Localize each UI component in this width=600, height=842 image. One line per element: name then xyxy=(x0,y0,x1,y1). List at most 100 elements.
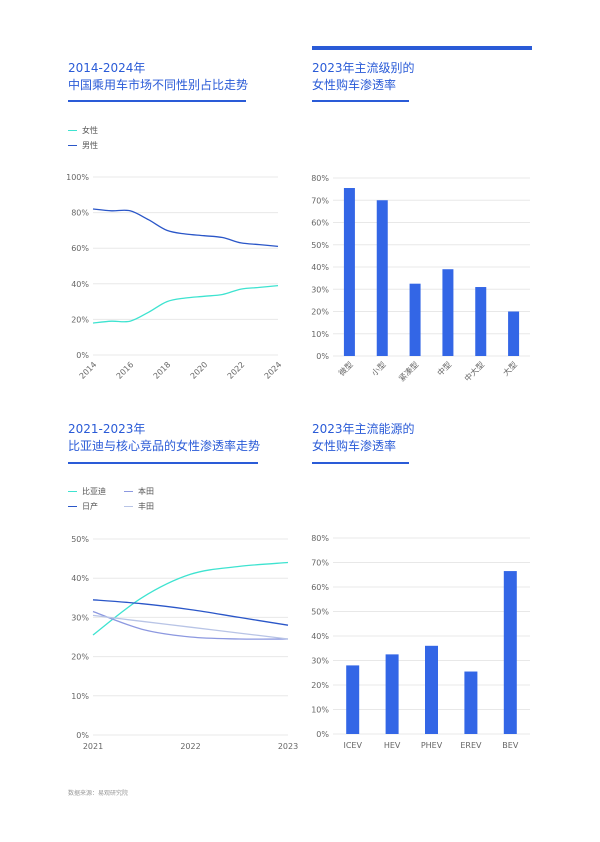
legend-item-male: 男性 xyxy=(68,140,98,151)
segment-bar xyxy=(376,200,388,356)
brand-x-tick-label: 2022 xyxy=(180,742,200,751)
legend-item-nissan: 日产 xyxy=(68,501,98,512)
gender-line-chart: 0% 20% 40% 60% 80% 100% 2014 2016 2018 2020 2022 20… xyxy=(66,173,284,381)
legend-swatch-female xyxy=(68,129,77,132)
legend-item-female: 女性 xyxy=(68,125,98,136)
brand-chart-title: 2021-2023年 比亚迪与核心竞品的女性渗透率走势 xyxy=(68,421,260,455)
legend-item-byd: 比亚迪 xyxy=(68,486,106,497)
segment-y-tick-label: 70% xyxy=(311,196,329,205)
energy-bar xyxy=(346,665,360,734)
segment-x-tick-label: 小型 xyxy=(370,360,388,378)
legend-item-honda: 本田 xyxy=(124,486,154,497)
brand-title-line2: 比亚迪与核心竞品的女性渗透率走势 xyxy=(68,439,261,453)
segment-x-tick-label: 中型 xyxy=(435,359,453,377)
energy-y-tick-label: 10% xyxy=(311,706,329,715)
gender-title-line1: 2014-2024年 xyxy=(68,61,146,75)
brand-legend: 比亚迪 本田 日产 丰田 xyxy=(68,486,208,516)
segment-bar-chart: 0% 10% 20% 30% 40% 50% 60% 70% 80% 微型 小型 紧凑型 中型 中大型 大型 xyxy=(311,174,530,383)
legend-label-female: 女性 xyxy=(82,126,98,135)
energy-title-line2: 女性购车渗透率 xyxy=(312,439,397,453)
energy-title-underline xyxy=(312,462,409,464)
energy-bar-chart: 0% 10% 20% 30% 40% 50% 60% 70% 80% ICEV HEV PHEV ERE… xyxy=(311,534,530,750)
energy-x-tick-label: BEV xyxy=(502,741,519,750)
energy-title-line1: 2023年主流能源的 xyxy=(312,422,415,436)
energy-y-tick-label: 40% xyxy=(311,632,329,641)
brand-series-line-3 xyxy=(92,614,289,640)
gender-x-tick-label: 2018 xyxy=(152,360,173,381)
segment-x-tick-label: 紧凑型 xyxy=(396,359,420,383)
brand-x-tick-label: 2021 xyxy=(83,742,103,751)
gender-legend: 女性 男性 xyxy=(68,125,188,155)
brand-y-tick-label: 10% xyxy=(71,692,89,701)
brand-y-tick-label: 50% xyxy=(71,535,89,544)
energy-bar xyxy=(385,654,399,734)
gender-chart-title: 2014-2024年 中国乘用车市场不同性别占比走势 xyxy=(68,60,248,94)
gender-x-tick-label: 2022 xyxy=(226,360,247,381)
segment-y-tick-label: 40% xyxy=(311,263,329,272)
brand-y-tick-label: 40% xyxy=(71,574,89,583)
legend-label-nissan: 日产 xyxy=(82,502,98,511)
brand-line-chart: 0% 10% 20% 30% 40% 50% 2021 2022 2023 xyxy=(71,535,298,751)
brand-series-line-0 xyxy=(92,561,289,636)
gender-y-tick-label: 40% xyxy=(71,280,89,289)
energy-x-tick-label: PHEV xyxy=(421,741,443,750)
gender-y-tick-label: 80% xyxy=(71,209,89,218)
energy-chart-title: 2023年主流能源的 女性购车渗透率 xyxy=(312,421,415,455)
segment-y-tick-label: 80% xyxy=(311,174,329,183)
segment-x-tick-label: 大型 xyxy=(501,359,519,377)
energy-bar xyxy=(425,645,438,734)
brand-y-tick-label: 20% xyxy=(71,653,89,662)
legend-label-honda: 本田 xyxy=(138,487,154,496)
gender-y-tick-label: 0% xyxy=(76,351,89,360)
segment-y-tick-label: 20% xyxy=(311,308,329,317)
segment-bar xyxy=(409,283,421,356)
energy-x-tick-label: ICEV xyxy=(343,741,362,750)
gender-y-tick-label: 100% xyxy=(66,173,89,182)
energy-bar xyxy=(464,671,478,734)
segment-title-line2: 女性购车渗透率 xyxy=(312,78,397,92)
gender-x-tick-label: 2014 xyxy=(78,360,99,381)
gender-series-line-1 xyxy=(92,208,279,248)
energy-x-tick-label: EREV xyxy=(460,741,482,750)
gender-x-tick-label: 2024 xyxy=(263,360,284,381)
segment-y-tick-label: 60% xyxy=(311,219,329,228)
legend-label-male: 男性 xyxy=(82,141,98,150)
brand-title-line1: 2021-2023年 xyxy=(68,422,146,436)
brand-y-tick-label: 0% xyxy=(76,731,89,740)
energy-y-tick-label: 50% xyxy=(311,608,329,617)
top-accent-rule xyxy=(312,46,532,50)
legend-item-toyota: 丰田 xyxy=(124,501,154,512)
energy-y-tick-label: 0% xyxy=(316,730,329,739)
segment-y-tick-label: 10% xyxy=(311,330,329,339)
segment-y-tick-label: 50% xyxy=(311,241,329,250)
energy-y-tick-label: 20% xyxy=(311,681,329,690)
legend-swatch-honda xyxy=(124,490,133,493)
brand-series-line-2 xyxy=(92,599,289,626)
segment-x-tick-label: 中大型 xyxy=(462,359,486,383)
gender-x-tick-label: 2020 xyxy=(189,360,210,381)
brand-y-tick-label: 30% xyxy=(71,613,89,622)
gender-title-line2: 中国乘用车市场不同性别占比走势 xyxy=(68,78,249,92)
legend-swatch-toyota xyxy=(124,505,133,508)
legend-swatch-nissan xyxy=(68,505,77,508)
energy-y-tick-label: 30% xyxy=(311,657,329,666)
segment-x-tick-label: 微型 xyxy=(336,359,354,377)
legend-swatch-byd xyxy=(68,490,77,493)
segment-bar xyxy=(475,287,487,356)
source-note: 数据来源：易观研究院 xyxy=(68,790,129,797)
legend-label-byd: 比亚迪 xyxy=(82,487,106,496)
gender-y-tick-label: 20% xyxy=(71,315,89,324)
gender-title-underline xyxy=(68,100,246,102)
segment-y-tick-label: 0% xyxy=(316,352,329,361)
segment-chart-title: 2023年主流级别的 女性购车渗透率 xyxy=(312,60,415,94)
legend-swatch-male xyxy=(68,144,77,147)
segment-y-tick-label: 30% xyxy=(311,285,329,294)
energy-y-tick-label: 60% xyxy=(311,583,329,592)
brand-series-line-1 xyxy=(92,610,289,640)
energy-bar xyxy=(503,571,517,734)
segment-bar xyxy=(442,269,454,356)
segment-bar xyxy=(343,188,355,356)
energy-x-tick-label: HEV xyxy=(384,741,401,750)
segment-bar xyxy=(508,311,520,356)
gender-series-line-0 xyxy=(92,284,279,324)
